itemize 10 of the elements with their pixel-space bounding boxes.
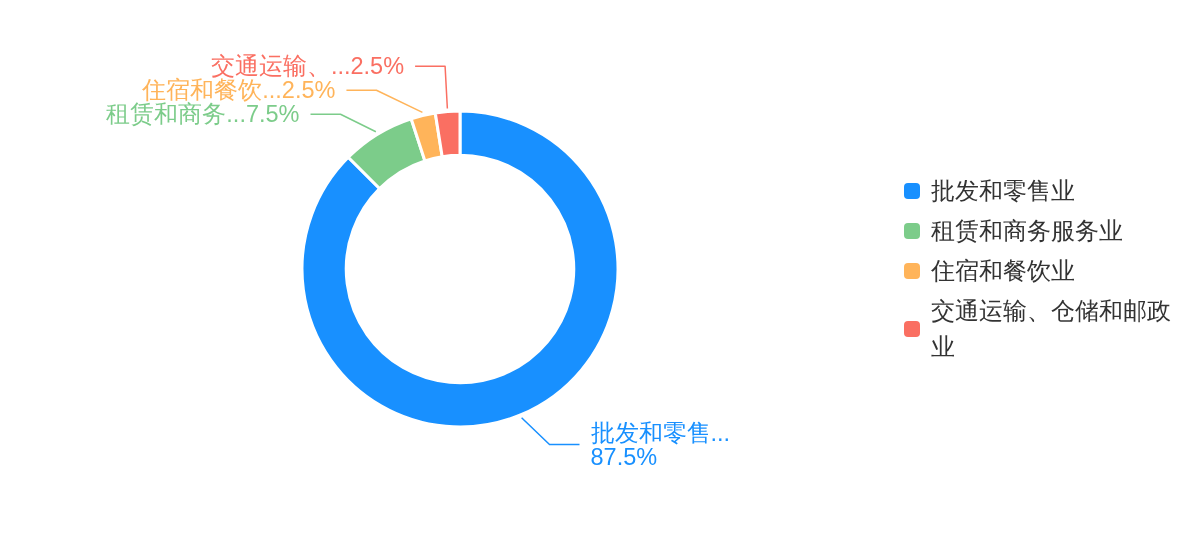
text: 租赁和商务... — [106, 101, 246, 128]
data-label: 2.5% — [350, 53, 405, 80]
data-label: 2.5% — [281, 77, 336, 104]
text: 批发和零售... — [590, 419, 731, 446]
data-label: 7.5% — [245, 101, 300, 128]
legend-label: 批发和零售业 — [931, 178, 1075, 204]
legend-label: 租赁和商务服务业 — [931, 218, 1123, 244]
legend-label: 住宿和餐饮业 — [930, 258, 1075, 284]
legend-label: 交通运输、仓储和邮政业 — [931, 298, 1171, 360]
text: 住宿和餐饮... — [141, 77, 282, 104]
